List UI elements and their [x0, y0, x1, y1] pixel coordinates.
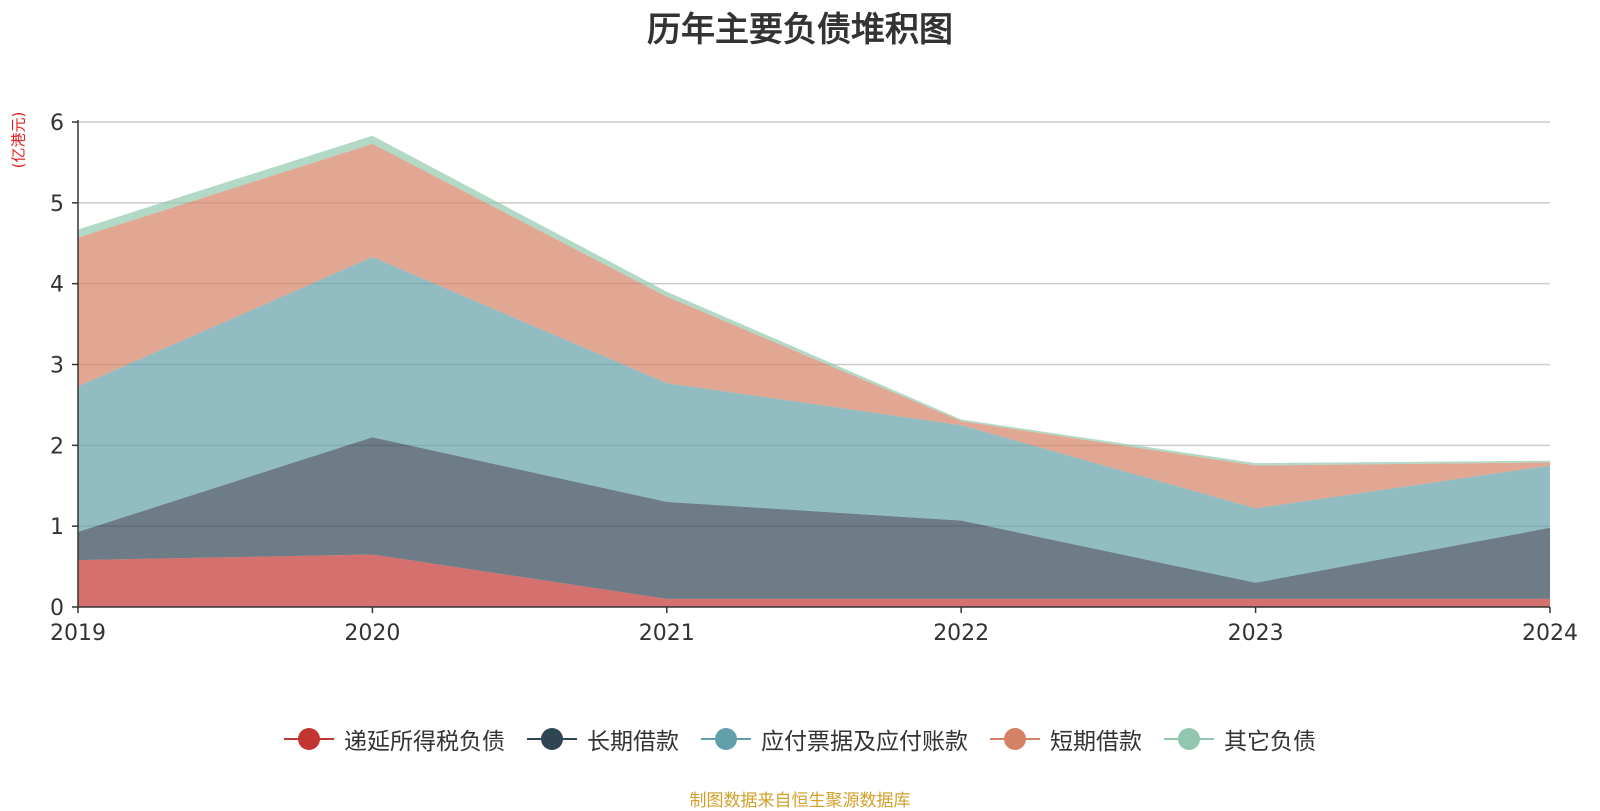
legend-dot — [541, 728, 563, 750]
x-tick-label: 2020 — [344, 621, 400, 646]
legend-marker-icon — [990, 726, 1040, 752]
legend-label: 应付票据及应付账款 — [761, 729, 968, 755]
legend-label: 递延所得税负债 — [344, 729, 505, 755]
y-tick-label: 5 — [50, 192, 64, 217]
legend-item-3[interactable]: 应付票据及应付账款 — [701, 722, 968, 756]
legend-item-1[interactable]: 递延所得税负债 — [284, 722, 505, 756]
legend-label: 短期借款 — [1050, 729, 1142, 755]
legend-dot — [1004, 728, 1026, 750]
y-tick-labels: 0 1 2 3 4 5 6 — [50, 111, 64, 621]
legend-item-4[interactable]: 短期借款 — [990, 722, 1142, 756]
legend-dot — [715, 728, 737, 750]
area-series-group — [78, 135, 1550, 607]
legend-label: 长期借款 — [587, 729, 679, 755]
y-tick-label: 6 — [50, 111, 64, 136]
source-note: 制图数据来自恒生聚源数据库 — [689, 791, 911, 811]
y-tick-label: 3 — [50, 354, 64, 379]
legend-item-2[interactable]: 长期借款 — [527, 722, 679, 756]
y-tick-label: 4 — [50, 273, 64, 298]
area-series-3[interactable] — [78, 256, 1550, 583]
x-tick-label: 2023 — [1228, 621, 1284, 646]
legend-label: 其它负债 — [1224, 729, 1316, 755]
y-tick-label: 0 — [50, 596, 64, 621]
x-tick-label: 2021 — [639, 621, 695, 646]
x-tick-label: 2019 — [50, 621, 106, 646]
area-series-4[interactable] — [78, 143, 1550, 509]
legend-item-5[interactable]: 其它负债 — [1164, 722, 1316, 756]
area-series-2[interactable] — [78, 437, 1550, 599]
x-tick-labels: 2019 2020 2021 2022 2023 2024 — [50, 621, 1578, 646]
legend-marker-icon — [701, 726, 751, 752]
area-series-1[interactable] — [78, 554, 1550, 607]
chart-title: 历年主要负债堆积图 — [647, 10, 953, 50]
legend: 递延所得税负债 长期借款 应付票据及应付账款 短期借款 其它负债 — [0, 722, 1600, 756]
axes — [72, 120, 1551, 613]
legend-dot — [1178, 728, 1200, 750]
legend-dot — [298, 728, 320, 750]
x-tick-label: 2022 — [933, 621, 989, 646]
x-tick-label: 2024 — [1522, 621, 1578, 646]
legend-marker-icon — [284, 726, 334, 752]
legend-marker-icon — [527, 726, 577, 752]
y-tick-label: 2 — [50, 434, 64, 459]
legend-marker-icon — [1164, 726, 1214, 752]
y-tick-label: 1 — [50, 515, 64, 540]
